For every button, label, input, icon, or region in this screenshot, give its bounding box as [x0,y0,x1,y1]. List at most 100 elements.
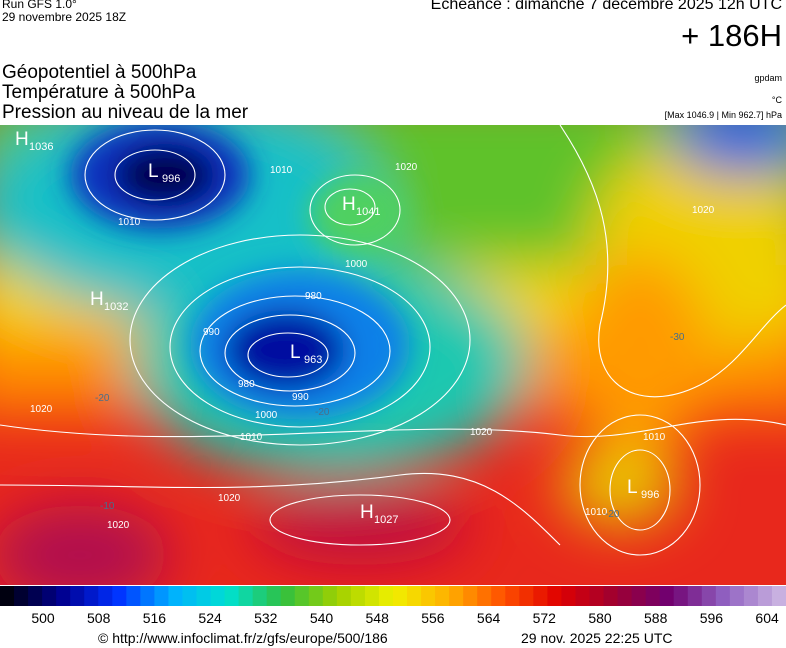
center-kind: H [342,194,356,215]
colorbar-swatch [729,586,745,606]
colorbar-swatch [154,586,169,606]
generated: 29 nov. 2025 22:25 UTC [521,630,673,646]
colorbar-swatch [533,586,548,606]
colorbar-swatch [14,586,29,606]
unit: gpdam [754,73,782,83]
center-value: 1041 [356,206,380,218]
temperature-label: -20 [605,509,620,520]
colorbar-swatch [280,586,296,606]
isobar-label: 1000 [345,259,368,270]
center-value: 963 [304,354,322,366]
isobar-label: 980 [305,291,322,302]
colorbar-swatch [210,586,226,606]
center-kind: H [360,502,374,523]
colorbar-swatch [407,586,422,606]
colorbar-swatch [393,586,408,606]
colorbar-tick-label: 548 [366,610,390,626]
colorbar-swatch [0,586,15,606]
colorbar-swatch [421,586,436,606]
colorbar-tick-label: 500 [31,610,55,626]
center-kind: H [15,129,29,150]
isobar-label: 1010 [270,165,293,176]
isobar-label: 1020 [470,427,493,438]
colorbar-swatch [771,586,786,606]
colorbar-tick-label: 564 [477,610,501,626]
colorbar-swatch [252,586,268,606]
colorbar-swatch [98,586,113,606]
colorbar-swatch [617,586,633,606]
colorbar-swatch [589,586,605,606]
colorbar-swatch [561,586,576,606]
unit: °C [771,95,782,105]
lead-time: + 186H [681,18,782,53]
colorbar-swatch [575,586,590,606]
colorbar-swatch [308,586,324,606]
isobar-label: 990 [292,392,309,403]
colorbar-swatch [196,586,212,606]
temperature-label: -20 [315,407,330,418]
isobar-label: 1020 [107,520,130,531]
colorbar-swatch [28,586,43,606]
colorbar-tick-label: 588 [644,610,668,626]
colorbar-tick-label: 572 [533,610,557,626]
source: © http://www.infoclimat.fr/z/gfs/europe/… [98,630,388,646]
center-value: 1036 [29,141,53,153]
center-value: 1032 [104,301,128,313]
center-kind: L [627,477,638,498]
center-value: 996 [641,489,659,501]
colorbar-tick-label: 516 [143,610,167,626]
colorbar-swatch [701,586,717,606]
field: Géopotentiel à 500hPa [2,62,197,83]
colorbar-swatch [140,586,155,606]
colorbar-swatch [364,586,380,606]
center-kind: L [290,342,301,363]
isobar-label: 1000 [255,410,278,421]
colorbar-swatch [70,586,85,606]
colorbar-swatch [294,586,310,606]
colorbar-swatch [126,586,141,606]
colorbar-swatch [743,586,759,606]
field: Température à 500hPa [2,82,196,103]
isobar-label: 1010 [643,432,666,443]
isobar-label: 980 [238,379,255,390]
colorbar-swatch [378,586,394,606]
colorbar-swatch [673,586,689,606]
colorbar-swatch [449,586,464,606]
colorbar-swatch [715,586,731,606]
run: Run GFS 1.0° [2,0,77,11]
colorbar-swatch [238,586,254,606]
temperature-label: -10 [100,501,115,512]
colorbar: 500 508 516 524 532 540 548 556 564 572 580 588 596 6… [0,586,786,626]
colorbar-swatch [603,586,619,606]
colorbar-swatch [266,586,282,606]
colorbar-swatch [168,586,183,606]
field: Pression au niveau de la mer [2,102,249,123]
colorbar-swatch [757,586,773,606]
colorbar-tick-label: 508 [87,610,111,626]
center-value: 996 [162,173,180,185]
colorbar-swatch [112,586,127,606]
center-kind: L [148,161,159,182]
colorbar-swatch [659,586,675,606]
colorbar-swatch [435,586,450,606]
colorbar-tick-label: 604 [755,610,779,626]
colorbar-swatch [224,586,240,606]
colorbar-swatch [491,586,506,606]
isobar-label: 990 [203,327,220,338]
colorbar-swatch [42,586,57,606]
colorbar-swatch [645,586,661,606]
colorbar-swatch [322,586,338,606]
isobar-label: 1010 [118,217,141,228]
colorbar-swatch [505,586,520,606]
colorbar-tick-label: 532 [254,610,278,626]
temperature-label: -30 [670,332,685,343]
colorbar-tick-label: 556 [421,610,445,626]
isobar-label: 1020 [692,205,715,216]
isobar-label: 1010 [585,507,608,518]
isobar-label: 1010 [240,432,263,443]
colorbar-swatch [631,586,647,606]
center-value: 1027 [374,514,398,526]
colorbar-swatch [84,586,99,606]
